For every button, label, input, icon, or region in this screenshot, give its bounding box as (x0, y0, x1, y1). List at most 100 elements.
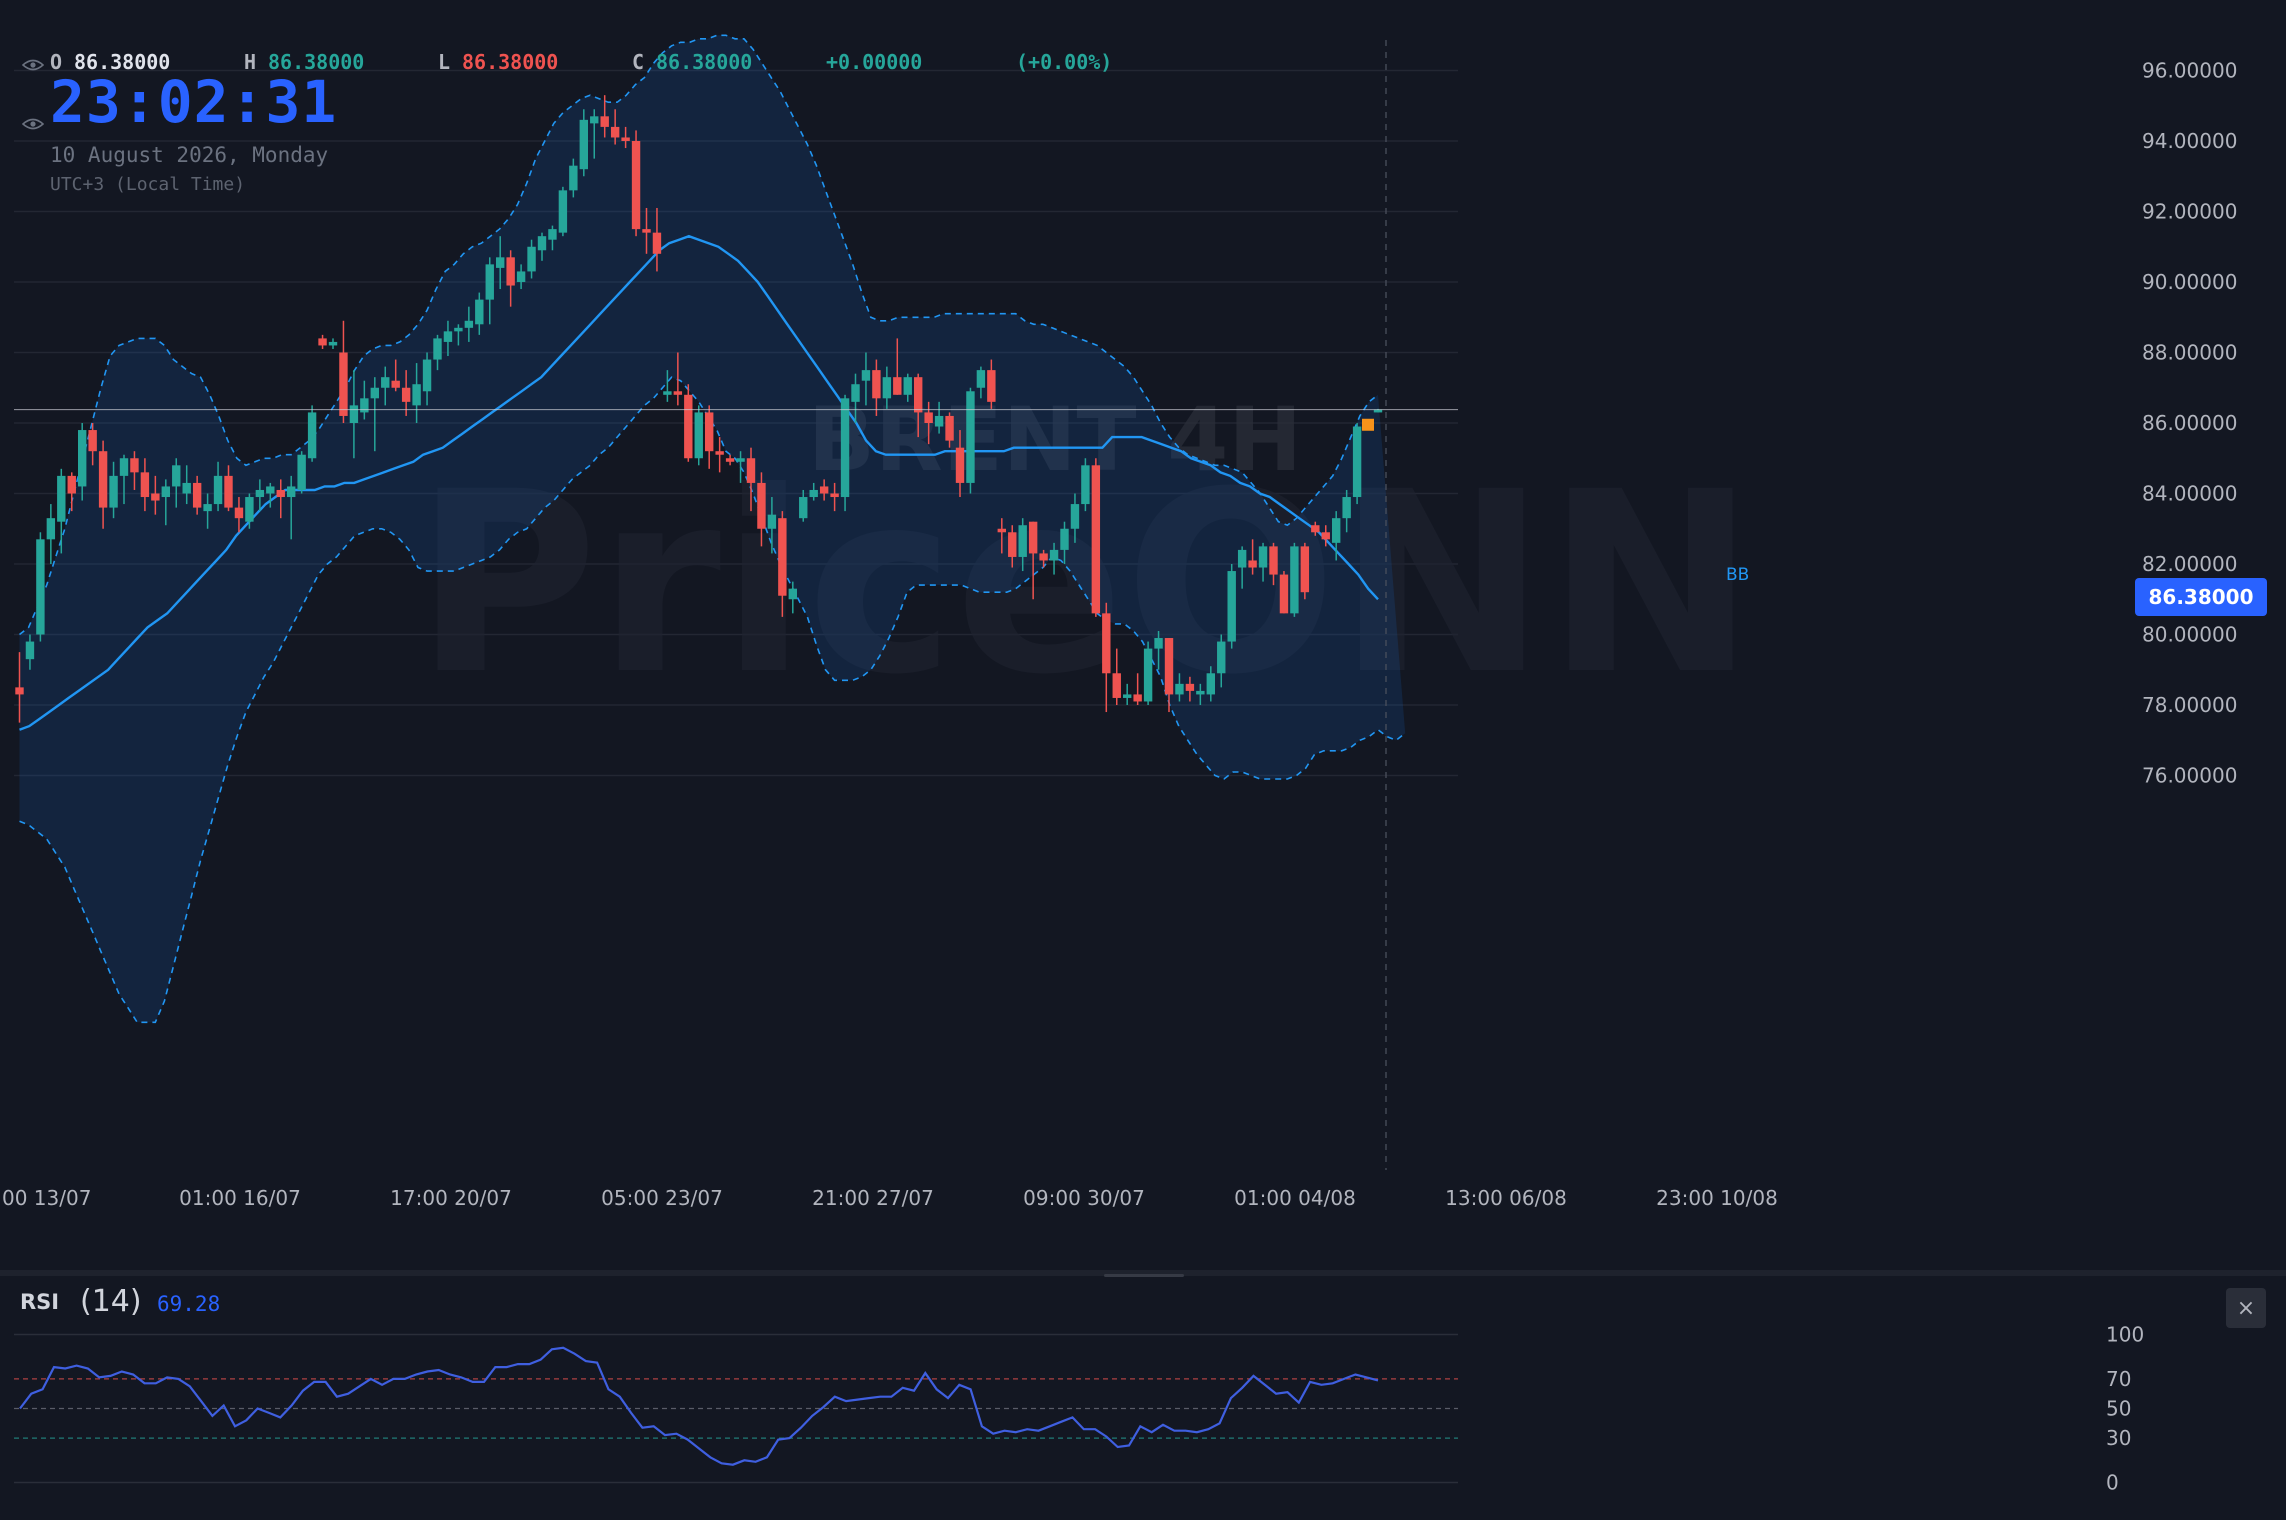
candle-body (757, 482, 766, 529)
price-axis[interactable]: 96.00000 94.00000 92.00000 90.00000 88.00000… (2142, 59, 2237, 788)
candle-body (840, 398, 850, 498)
candle-body (119, 458, 129, 476)
rsi-tick-label: 50 (2106, 1397, 2131, 1421)
candle-body (1175, 683, 1184, 695)
candle-body (861, 370, 871, 381)
candle-body (934, 415, 944, 427)
candle (422, 352, 432, 406)
candle-body (98, 451, 108, 508)
candle-body (318, 338, 327, 346)
price-grid (14, 69, 1458, 777)
candle (1321, 525, 1330, 547)
eye-icon[interactable] (22, 117, 44, 131)
candle-body (705, 412, 714, 452)
candle-body (1279, 574, 1289, 614)
candle-body (224, 475, 233, 508)
candle-body (1248, 560, 1257, 568)
candle-body (1227, 571, 1236, 642)
pane-splitter[interactable] (0, 1270, 2286, 1276)
candle-body (569, 165, 578, 191)
candle-body (684, 394, 693, 459)
candle-body (1018, 525, 1027, 557)
close-label: C (632, 50, 645, 74)
candle (788, 581, 797, 614)
candle-body (287, 486, 296, 498)
rsi-tick-label: 30 (2106, 1426, 2131, 1450)
candle-body (307, 412, 317, 459)
eye-icon[interactable] (22, 58, 44, 72)
candle (1049, 542, 1059, 575)
date-label: 10 August 2026, Monday (50, 143, 329, 167)
price-tick-label: 80.00000 (2142, 623, 2237, 647)
candle (297, 451, 306, 494)
candle (130, 451, 139, 490)
candle (15, 652, 24, 723)
change-value: +0.00000 (826, 50, 923, 74)
candle (255, 479, 265, 512)
rsi-length: (14) (80, 1284, 142, 1319)
candle (1070, 493, 1080, 543)
candles (15, 95, 1383, 723)
candle-body (527, 246, 536, 272)
rsi-label: RSI (20, 1290, 60, 1314)
candle (287, 475, 296, 540)
candle-body (1070, 504, 1080, 529)
candle (109, 461, 118, 519)
candle-body (401, 387, 411, 402)
candle (903, 373, 912, 402)
candle (1342, 489, 1351, 533)
candle (307, 405, 317, 462)
candle (224, 465, 233, 512)
candle-body (955, 447, 965, 483)
candle (401, 370, 411, 416)
time-tick-label: 13:00 06/08 (1445, 1186, 1567, 1210)
candle (1123, 683, 1132, 705)
candle-body (746, 458, 756, 483)
candle (725, 454, 735, 466)
rsi-tick-label: 70 (2106, 1367, 2131, 1391)
candle-body (370, 387, 379, 399)
time-tick-label: 09:00 30/07 (1023, 1186, 1145, 1210)
candle (36, 532, 45, 642)
candle-body (799, 497, 808, 519)
close-value: 86.38000 (656, 50, 753, 74)
candle (464, 306, 474, 342)
watermark: BRENT 4H PriceONN (415, 388, 1756, 729)
candle (1175, 673, 1184, 702)
candle-body (266, 486, 275, 494)
bb-middle-line (19, 234, 1379, 731)
watermark-symbol: BRENT 4H (808, 388, 1302, 491)
candle (1332, 511, 1341, 561)
candle (945, 412, 954, 448)
candle (119, 454, 129, 505)
candle (893, 338, 902, 395)
price-tick-label: 90.00000 (2142, 270, 2237, 294)
candle (88, 423, 97, 466)
candle-body (819, 486, 829, 494)
time-axis[interactable]: 00 13/07 01:00 16/07 17:00 20/07 05:00 23/0… (2, 1186, 1778, 1210)
time-tick-label: 23:00 10/08 (1656, 1186, 1778, 1210)
candle (57, 468, 66, 554)
time-tick-label: 00 13/07 (2, 1186, 91, 1210)
candle (1269, 542, 1278, 586)
candle (966, 387, 975, 494)
candle-body (809, 489, 818, 498)
candle-body (987, 370, 996, 402)
change-percent: (+0.00%) (1016, 50, 1113, 74)
candle-body (151, 493, 160, 501)
splitter-grip[interactable] (1104, 1274, 1184, 1277)
candle (151, 475, 160, 515)
candle (684, 384, 693, 462)
candle-body (433, 338, 442, 360)
candle (318, 334, 327, 349)
candle-body (1154, 638, 1163, 649)
candle-body (558, 190, 568, 233)
bb-fill (19, 35, 1406, 1023)
rsi-pane[interactable]: 100 70 50 30 0 (14, 1323, 2144, 1495)
candle-body (537, 236, 547, 251)
price-tick-label: 84.00000 (2142, 482, 2237, 506)
close-icon[interactable]: × (2226, 1288, 2266, 1328)
candle (328, 338, 338, 349)
